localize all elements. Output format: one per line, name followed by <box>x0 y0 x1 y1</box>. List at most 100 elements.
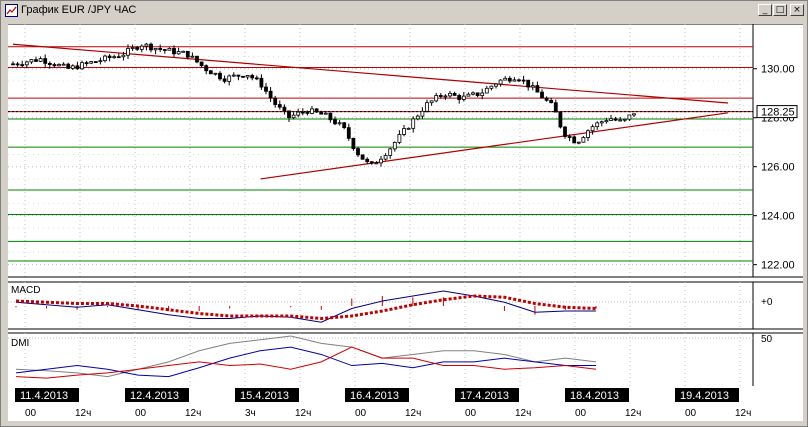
candle-body <box>461 95 466 100</box>
candle-body <box>484 87 489 94</box>
candle-body <box>319 111 324 115</box>
candle-body <box>471 92 475 95</box>
candle-body <box>388 148 393 156</box>
candle-body <box>310 108 314 114</box>
candle-body <box>181 50 186 53</box>
dmi-level-label: 50 <box>761 334 773 345</box>
candle-body <box>613 118 618 121</box>
dmi-panel: DMI 50 <box>8 332 803 386</box>
candle-body <box>489 85 494 89</box>
candle-body <box>259 77 264 88</box>
candle-body <box>434 95 439 102</box>
candle-body <box>75 65 80 70</box>
date-label-box <box>125 388 189 402</box>
candle-body <box>342 122 347 129</box>
candle-body <box>314 108 319 113</box>
chart-area[interactable]: 130.00 128.00 126.00 124.00 122.00 128.25 MA… <box>8 23 803 421</box>
hour-label: 00 <box>135 408 147 419</box>
candle-body <box>199 61 204 67</box>
macd-label: MACD <box>11 285 40 296</box>
candle-body <box>365 158 370 163</box>
candle-body <box>268 90 273 99</box>
candle-body <box>604 120 609 123</box>
price-tick-label: 122.00 <box>761 260 795 272</box>
date-label: 19.4.2013 <box>680 390 729 402</box>
date-label: 11.4.2013 <box>20 390 68 402</box>
candle-body <box>503 77 508 81</box>
candle-body <box>296 111 301 116</box>
candle-body <box>383 155 388 160</box>
candle-body <box>231 74 236 77</box>
candle-body <box>305 111 310 114</box>
date-label-box <box>15 388 79 402</box>
candle-body <box>618 119 623 122</box>
candle-body <box>29 59 34 63</box>
candle-body <box>245 75 250 78</box>
candle-body <box>52 64 57 67</box>
candle-body <box>98 60 103 63</box>
candle-body <box>135 46 140 50</box>
candle-body <box>558 111 563 128</box>
candle-body <box>627 114 632 120</box>
date-label: 16.4.2013 <box>350 390 399 402</box>
trendline <box>260 112 729 180</box>
date-label-box <box>455 388 519 402</box>
candle-body <box>609 118 613 121</box>
candle-body <box>567 136 572 138</box>
candle-body <box>632 113 636 116</box>
candle-body <box>144 43 149 47</box>
candle-body <box>300 111 305 114</box>
maximize-button[interactable]: □ <box>773 4 787 16</box>
date-label-box <box>675 388 739 402</box>
candle-body <box>480 92 485 96</box>
candle-body <box>213 72 218 75</box>
candle-body <box>415 115 420 120</box>
candle-body <box>70 65 75 69</box>
candle-body <box>563 126 567 137</box>
candle-body <box>241 75 245 78</box>
candle-body <box>333 119 337 125</box>
title-bar[interactable]: График EUR /JPY ЧАС _ □ × <box>2 2 806 19</box>
candle-body <box>526 79 531 88</box>
candle-body <box>139 45 144 50</box>
candle-body <box>530 85 535 88</box>
candle-body <box>236 74 241 77</box>
close-button[interactable]: × <box>790 4 804 16</box>
candle-body <box>121 54 126 58</box>
candle-body <box>227 75 232 82</box>
candle-body <box>425 102 429 112</box>
candle-body <box>218 72 222 80</box>
dmi-plus-line <box>15 346 596 378</box>
minimize-button[interactable]: _ <box>758 4 772 16</box>
dmi-vertical-grid <box>24 333 741 386</box>
hour-label: 00 <box>25 408 37 419</box>
candle-body <box>346 127 351 139</box>
candle-body <box>162 49 167 51</box>
candle-body <box>590 126 595 132</box>
candle-body <box>595 122 600 128</box>
candle-body <box>517 79 521 82</box>
time-axis: 11.4.2013 00 12ч 12.4.2013 00 12ч 15.4.2013 3ч 1… <box>15 388 751 419</box>
candle-body <box>457 95 462 100</box>
last-price-box <box>756 105 798 119</box>
hour-label: 00 <box>465 408 477 419</box>
candle-body <box>190 55 195 58</box>
candle-body <box>24 61 29 66</box>
candle-body <box>61 63 66 66</box>
candles <box>11 42 636 167</box>
candle-body <box>38 58 43 62</box>
date-label-box <box>345 388 409 402</box>
candle-body <box>34 59 38 62</box>
price-vertical-grid <box>24 24 741 277</box>
candle-body <box>287 110 291 119</box>
candle-body <box>369 161 374 164</box>
hour-label: 00 <box>575 408 587 419</box>
hour-label: 12ч <box>405 408 421 419</box>
candle-body <box>277 104 282 108</box>
candle-body <box>498 79 503 85</box>
candle-body <box>126 48 130 56</box>
candle-body <box>80 62 84 70</box>
dmi-adx-line <box>15 335 597 378</box>
